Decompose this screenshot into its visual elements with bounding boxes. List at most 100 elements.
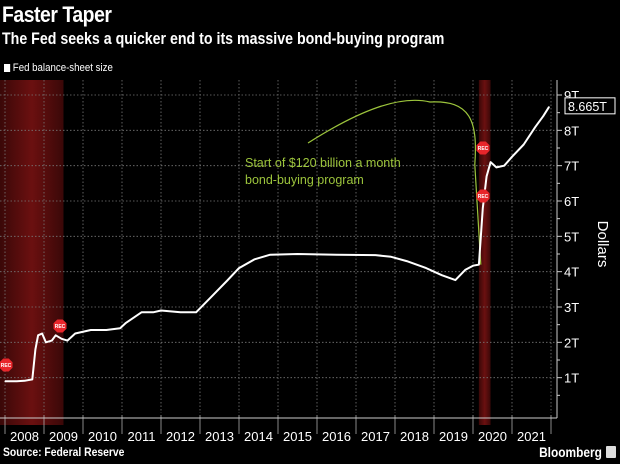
- data-point: [4, 380, 6, 382]
- y-tick-label: 3T: [564, 300, 579, 315]
- recession-layer: [0, 80, 491, 425]
- x-tick-label: 2009: [49, 429, 78, 444]
- y-tick-label: 8T: [564, 123, 579, 138]
- data-point: [511, 156, 513, 158]
- recession-badge-label: REC: [478, 146, 489, 152]
- data-point: [152, 311, 154, 313]
- data-point: [464, 269, 466, 271]
- data-point: [66, 339, 68, 342]
- data-point: [486, 175, 488, 177]
- legend-label: Fed balance-sheet size: [12, 62, 113, 74]
- recession-badge-icon: [53, 319, 67, 333]
- data-point: [523, 143, 525, 146]
- data-point: [482, 207, 484, 209]
- data-point: [37, 334, 39, 336]
- y-tick-label: 1T: [564, 371, 579, 386]
- data-point: [16, 380, 18, 382]
- data-point: [390, 256, 392, 258]
- data-point: [60, 338, 63, 340]
- series-layer: [4, 106, 550, 383]
- data-point: [406, 260, 408, 262]
- recession-badge-label: REC: [55, 324, 66, 330]
- y-tick-label: 5T: [564, 229, 579, 244]
- data-point: [51, 339, 53, 342]
- recession-badge-icon: [0, 358, 13, 372]
- source-note: Source: Federal Reserve: [3, 447, 125, 459]
- last-value-box: [564, 97, 616, 115]
- data-point: [495, 166, 497, 169]
- x-tick-label: 2016: [322, 429, 351, 444]
- data-point: [179, 311, 182, 313]
- data-point: [160, 309, 162, 312]
- data-point: [31, 378, 33, 381]
- data-point: [374, 254, 377, 256]
- chart-subtitle: The Fed seeks a quicker end to its massi…: [2, 30, 445, 48]
- x-tick-label: 2008: [10, 429, 39, 444]
- x-tick-label: 2013: [205, 429, 234, 444]
- series-line-fed-balance-sheet: [5, 106, 550, 383]
- grid-layer: [0, 80, 557, 413]
- annotation-leader-line: [307, 99, 482, 265]
- x-tick-label: 2012: [166, 429, 195, 444]
- x-tick-label: 2021: [517, 429, 546, 444]
- annotation-text-line2: bond-buying program: [245, 173, 364, 187]
- y-tick-label: 7T: [564, 159, 579, 174]
- data-point: [34, 348, 37, 350]
- recession-badge-label: REC: [1, 363, 12, 369]
- data-point: [503, 165, 505, 167]
- data-point: [211, 295, 213, 297]
- data-point: [55, 334, 57, 336]
- data-point: [45, 341, 47, 343]
- y-tick-label: 6T: [564, 194, 579, 209]
- data-point: [454, 279, 457, 281]
- recession-badge-icon: [476, 189, 490, 203]
- annotation-layer: Start of $120 billion a month bond-buying…: [245, 99, 482, 265]
- data-point: [296, 253, 299, 255]
- data-point: [23, 380, 26, 382]
- recession-band: [0, 80, 64, 425]
- data-point: [90, 329, 92, 331]
- data-point: [269, 254, 271, 256]
- data-point: [41, 332, 43, 335]
- annotation-text-line1: Start of $120 billion a month: [245, 156, 401, 170]
- data-point: [489, 161, 492, 163]
- data-point: [140, 311, 143, 313]
- bloomberg-logo: Bloomberg: [539, 444, 602, 460]
- chart-title: Faster Taper: [2, 2, 112, 27]
- y-axis-title: Dollars: [594, 221, 611, 268]
- recession-badge-label: REC: [478, 194, 489, 200]
- x-tick-label: 2015: [283, 429, 312, 444]
- data-point: [472, 265, 474, 267]
- x-tick-label: 2019: [439, 429, 468, 444]
- data-point: [534, 126, 537, 128]
- data-point: [441, 274, 443, 276]
- data-point: [238, 267, 240, 269]
- data-point: [425, 267, 427, 269]
- data-point: [119, 327, 121, 329]
- recession-badge-layer: REC REC REC REC: [0, 141, 490, 372]
- data-point: [254, 258, 256, 260]
- data-point: [105, 329, 107, 331]
- x-tick-label: 2010: [88, 429, 117, 444]
- x-tick-label: 2014: [244, 429, 273, 444]
- legend-swatch-icon: [4, 64, 11, 72]
- data-point: [542, 115, 544, 117]
- recession-badge-icon: [476, 141, 490, 155]
- last-value-label: 8.665T: [568, 100, 607, 114]
- x-tick-label: 2011: [128, 429, 156, 444]
- data-point: [478, 264, 480, 266]
- data-point: [335, 254, 338, 256]
- data-point: [74, 332, 76, 335]
- bloomberg-terminal-icon: [606, 446, 616, 458]
- recession-band: [478, 80, 491, 425]
- data-point: [226, 279, 228, 282]
- y-tick-label: 2T: [564, 335, 579, 350]
- data-point: [125, 322, 127, 324]
- data-point: [195, 311, 197, 313]
- data-point: [548, 106, 550, 108]
- x-tick-label: 2018: [400, 429, 429, 444]
- x-tick-label: 2020: [478, 429, 507, 444]
- legend: Fed balance-sheet size: [4, 62, 113, 74]
